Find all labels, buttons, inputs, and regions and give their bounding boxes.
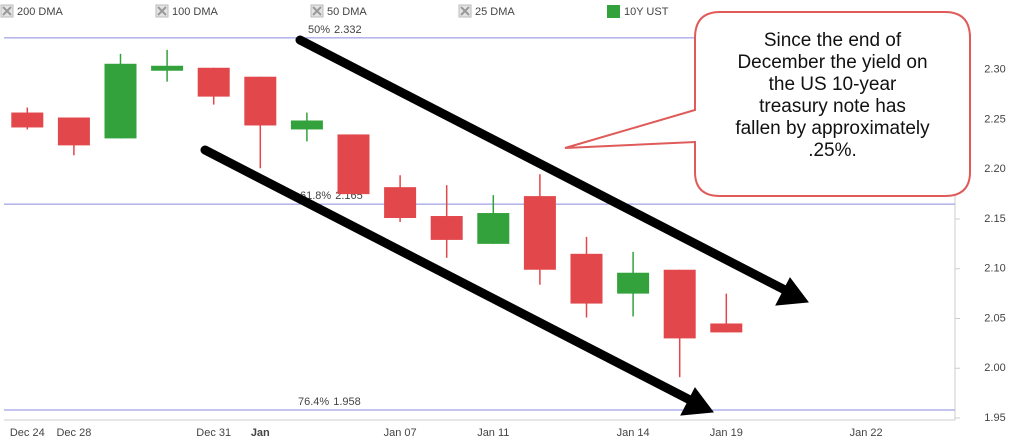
candle-body xyxy=(57,117,90,146)
candle-body xyxy=(197,67,230,97)
y-tick-label: 1.95 xyxy=(984,412,1005,424)
x-tick-label: Jan 19 xyxy=(710,427,743,439)
candle-body xyxy=(337,134,370,195)
candle-body xyxy=(617,272,650,294)
annotation-line: the US 10-year xyxy=(768,74,897,95)
candle-body xyxy=(11,112,44,128)
level-name: 50% xyxy=(308,24,330,36)
candle-body xyxy=(710,323,743,333)
candle-body xyxy=(523,196,556,270)
indicator-toggle[interactable]: 200 DMA xyxy=(0,4,64,18)
x-tick-label: Jan 22 xyxy=(850,427,883,439)
candle-body xyxy=(477,213,510,244)
candle-body xyxy=(104,63,137,139)
annotation-line: December the yield on xyxy=(737,52,928,73)
indicator-toggle[interactable]: 100 DMA xyxy=(155,4,219,18)
callout-bubble xyxy=(564,11,971,197)
x-tick-label: Jan 14 xyxy=(617,427,650,439)
annotation: Since the end of December the yield on the… xyxy=(700,30,965,162)
x-tick-label: Jan 07 xyxy=(384,427,417,439)
level-value: 2.332 xyxy=(334,24,362,36)
annotation-line: treasury note has xyxy=(759,96,906,117)
indicator-cross xyxy=(2,6,12,16)
candle-body xyxy=(290,120,323,130)
candle-body xyxy=(663,269,696,339)
annotation-line: fallen by approximately xyxy=(735,118,930,139)
annotation-line: .25%. xyxy=(808,140,857,161)
y-tick-label: 2.15 xyxy=(984,213,1005,225)
level-label: 76.4% 1.958 xyxy=(298,396,361,408)
y-tick-label: 2.30 xyxy=(984,64,1005,76)
y-tick-label: 2.05 xyxy=(984,312,1005,324)
y-tick-label: 2.10 xyxy=(984,263,1005,275)
trend-arrows xyxy=(200,35,809,416)
y-tick-label: 2.00 xyxy=(984,362,1005,374)
level-value: 1.958 xyxy=(333,396,361,408)
indicator-label: 50 DMA xyxy=(327,6,367,18)
y-tick-label: 2.20 xyxy=(984,163,1005,175)
x-tick-label: Dec 24 xyxy=(10,427,45,439)
indicator-label: 200 DMA xyxy=(17,6,64,18)
level-label: 50% 2.332 xyxy=(308,24,362,36)
candle-body xyxy=(244,76,277,126)
candle-body xyxy=(430,216,463,240)
x-tick-label: Jan xyxy=(251,427,270,439)
x-tick-label: Dec 31 xyxy=(196,427,231,439)
x-tick-label: Jan 11 xyxy=(477,427,509,439)
indicator-cross xyxy=(312,6,322,16)
indicator-label: 25 DMA xyxy=(475,6,515,18)
legend-label: 10Y UST xyxy=(624,6,669,18)
level-name: 76.4% xyxy=(298,396,329,408)
indicator-label: 100 DMA xyxy=(172,6,219,18)
indicator-toggle[interactable]: 25 DMA xyxy=(458,4,515,18)
indicator-toggle[interactable]: 50 DMA xyxy=(310,4,367,18)
legend-swatch xyxy=(607,5,620,18)
indicator-cross xyxy=(460,6,470,16)
legend-entry[interactable]: 10Y UST xyxy=(607,5,669,18)
candle-body xyxy=(570,253,603,304)
candle-body xyxy=(384,187,417,219)
y-tick-label: 2.25 xyxy=(984,113,1005,125)
x-tick-label: Dec 28 xyxy=(56,427,91,439)
indicator-cross xyxy=(157,6,167,16)
annotation-line: Since the end of xyxy=(763,30,902,51)
candle-body xyxy=(151,65,184,71)
